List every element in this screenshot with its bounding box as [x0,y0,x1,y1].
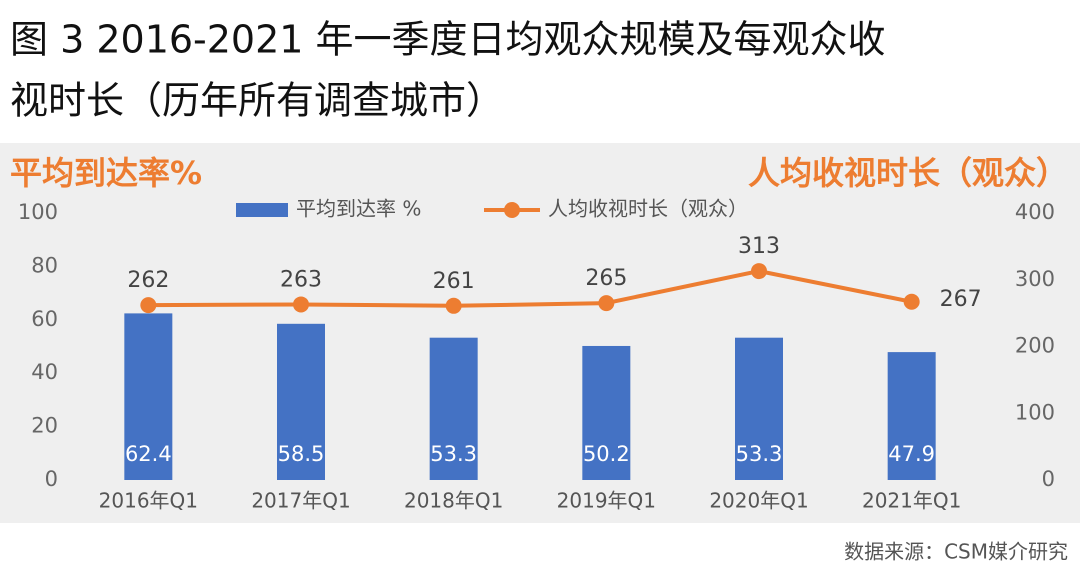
x-tick-label: 2019年Q1 [557,489,656,513]
line-marker [293,296,309,313]
bar [429,337,478,480]
y-tick-label: 20 [31,414,58,438]
x-tick-label: 2020年Q1 [709,489,808,513]
line [148,269,913,308]
chart-title: 图 3 2016-2021 年一季度日均观众规模及每观众收 [10,18,886,62]
y-axis-label: 平均到达率% [10,154,202,192]
line-marker [903,293,920,310]
legend-swatch [236,203,288,217]
x-tick-label: 2021年Q1 [862,489,961,513]
data-label: 265 [585,266,627,291]
data-label: 62.4 [125,442,172,466]
bar [124,313,173,480]
y2-tick-label: 200 [1015,334,1055,358]
y-tick-label: 100 [18,200,58,224]
y-tick-label: 40 [31,360,58,384]
line-marker [751,263,767,280]
data-label: 261 [433,269,475,294]
y2-axis-label: 人均收视时长（观众） [748,154,1068,192]
chart-title: 视时长（历年所有调查城市） [10,79,504,123]
legend-label: 人均收视时长（观众） [548,197,748,221]
line-marker [445,297,462,314]
line-marker [598,295,615,312]
data-label: 262 [127,268,169,293]
data-label: 53.3 [430,442,477,466]
y2-tick-label: 300 [1015,267,1055,291]
data-label: 267 [940,287,982,312]
bar [887,352,936,480]
x-tick-label: 2018年Q1 [404,489,503,513]
data-label: 58.5 [278,442,325,466]
y2-tick-label: 400 [1015,200,1055,224]
x-tick-label: 2017年Q1 [251,489,350,513]
y-tick-label: 60 [31,307,58,331]
y-tick-label: 80 [31,253,58,277]
data-label: 50.2 [583,442,630,466]
legend-label: 平均到达率 % [296,197,421,221]
y2-tick-label: 0 [1042,467,1055,491]
data-label: 263 [280,267,322,292]
bar [277,323,325,480]
bar [735,337,783,480]
y-tick-label: 0 [45,467,58,491]
data-label: 313 [738,234,780,259]
legend-swatch [504,202,520,218]
data-label: 53.3 [736,442,783,466]
source: 数据来源：CSM媒介研究 [844,540,1068,564]
x-tick-label: 2016年Q1 [99,489,198,513]
y2-tick-label: 100 [1015,400,1055,424]
data-label: 47.9 [888,442,935,466]
bar [582,345,631,480]
line-marker [140,297,157,314]
